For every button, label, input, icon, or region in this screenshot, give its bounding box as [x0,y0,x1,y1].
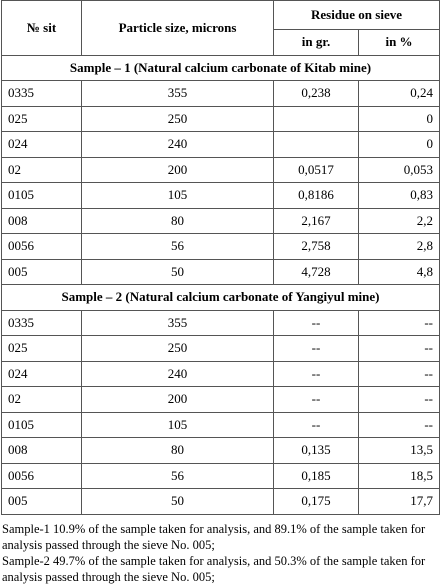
data-row: 0105 105 0,8186 0,83 [1,182,440,209]
data-row: 025 250 -- -- [1,335,440,362]
data-row: 024 240 0 [1,131,440,158]
cell: 355 [81,80,274,107]
cell: 0335 [1,309,82,336]
section-title: Sample – 2 (Natural calcium carbonate of… [1,284,440,311]
header-cell: № sit [1,0,82,56]
cell: 50 [81,488,274,515]
data-row: 008 80 2,167 2,2 [1,207,440,234]
data-row: 0056 56 0,185 18,5 [1,462,440,489]
data-row: 024 240 -- -- [1,360,440,387]
data-row: 0335 355 0,238 0,24 [1,80,440,107]
cell: 4,8 [358,258,440,285]
cell: 025 [1,105,82,132]
cell: 2,8 [358,233,440,260]
cell: 0,24 [358,80,440,107]
cell: -- [358,335,440,362]
cell: 0,238 [273,80,359,107]
sieve-table: № sit Particle size, microns Residue on … [1,0,440,515]
cell: 355 [81,309,274,336]
cell: 0,83 [358,182,440,209]
data-row: 025 250 0 [1,105,440,132]
data-row: 02 200 -- -- [1,386,440,413]
cell: 0,175 [273,488,359,515]
cell: -- [358,360,440,387]
data-row: 005 50 0,175 17,7 [1,488,440,515]
data-row: 0105 105 -- -- [1,411,440,438]
empty-cell [273,131,359,158]
cell: 13,5 [358,437,440,464]
cell: 0 [358,105,440,132]
cell: 200 [81,156,274,183]
cell: -- [273,411,359,438]
cell: 025 [1,335,82,362]
cell: 0105 [1,411,82,438]
cell: -- [358,411,440,438]
cell: 80 [81,207,274,234]
cell: 005 [1,258,82,285]
cell: 024 [1,360,82,387]
notes: Sample-1 10.9% of the sample taken for a… [2,521,441,585]
cell: -- [273,309,359,336]
cell: 56 [81,233,274,260]
cell: 50 [81,258,274,285]
cell: -- [358,309,440,336]
header-row: № sit Particle size, microns Residue on … [1,0,440,56]
data-row: 0335 355 -- -- [1,309,440,336]
header-cell: Residue on sieve [273,0,440,30]
cell: 0,0517 [273,156,359,183]
data-row: 005 50 4,728 4,8 [1,258,440,285]
cell: -- [273,360,359,387]
note: Sample-1 10.9% of the sample taken for a… [2,521,426,552]
cell: 250 [81,335,274,362]
note: Sample-2 49.7% of the sample taken for a… [2,553,426,584]
section-row: Sample – 2 (Natural calcium carbonate of… [1,284,440,311]
empty-cell [273,105,359,132]
cell: 0,185 [273,462,359,489]
cell: 2,758 [273,233,359,260]
cell: -- [273,386,359,413]
cell: 240 [81,131,274,158]
header-cell: in % [358,29,440,56]
cell: 250 [81,105,274,132]
cell: 0056 [1,462,82,489]
cell: 0,053 [358,156,440,183]
cell: 18,5 [358,462,440,489]
cell: 0,8186 [273,182,359,209]
cell: 02 [1,386,82,413]
cell: 17,7 [358,488,440,515]
cell: 240 [81,360,274,387]
section-title: Sample – 1 (Natural calcium carbonate of… [1,54,440,81]
data-row: 008 80 0,135 13,5 [1,437,440,464]
section-row: Sample – 1 (Natural calcium carbonate of… [1,54,440,81]
cell: 56 [81,462,274,489]
cell: 0 [358,131,440,158]
cell: 2,167 [273,207,359,234]
cell: 4,728 [273,258,359,285]
data-row: 0056 56 2,758 2,8 [1,233,440,260]
cell: 200 [81,386,274,413]
cell: 02 [1,156,82,183]
cell: 0,135 [273,437,359,464]
cell: 2,2 [358,207,440,234]
cell: 0056 [1,233,82,260]
cell: 008 [1,437,82,464]
header-cell: in gr. [273,29,359,56]
cell: 80 [81,437,274,464]
cell: -- [358,386,440,413]
data-row: 02 200 0,0517 0,053 [1,156,440,183]
header-row: in gr. in % [2,29,440,56]
cell: 024 [1,131,82,158]
cell: 0105 [1,182,82,209]
cell: 005 [1,488,82,515]
cell: 105 [81,411,274,438]
cell: -- [273,335,359,362]
cell: 0335 [1,80,82,107]
cell: 105 [81,182,274,209]
header-cell: Particle size, microns [81,0,274,56]
cell: 008 [1,207,82,234]
